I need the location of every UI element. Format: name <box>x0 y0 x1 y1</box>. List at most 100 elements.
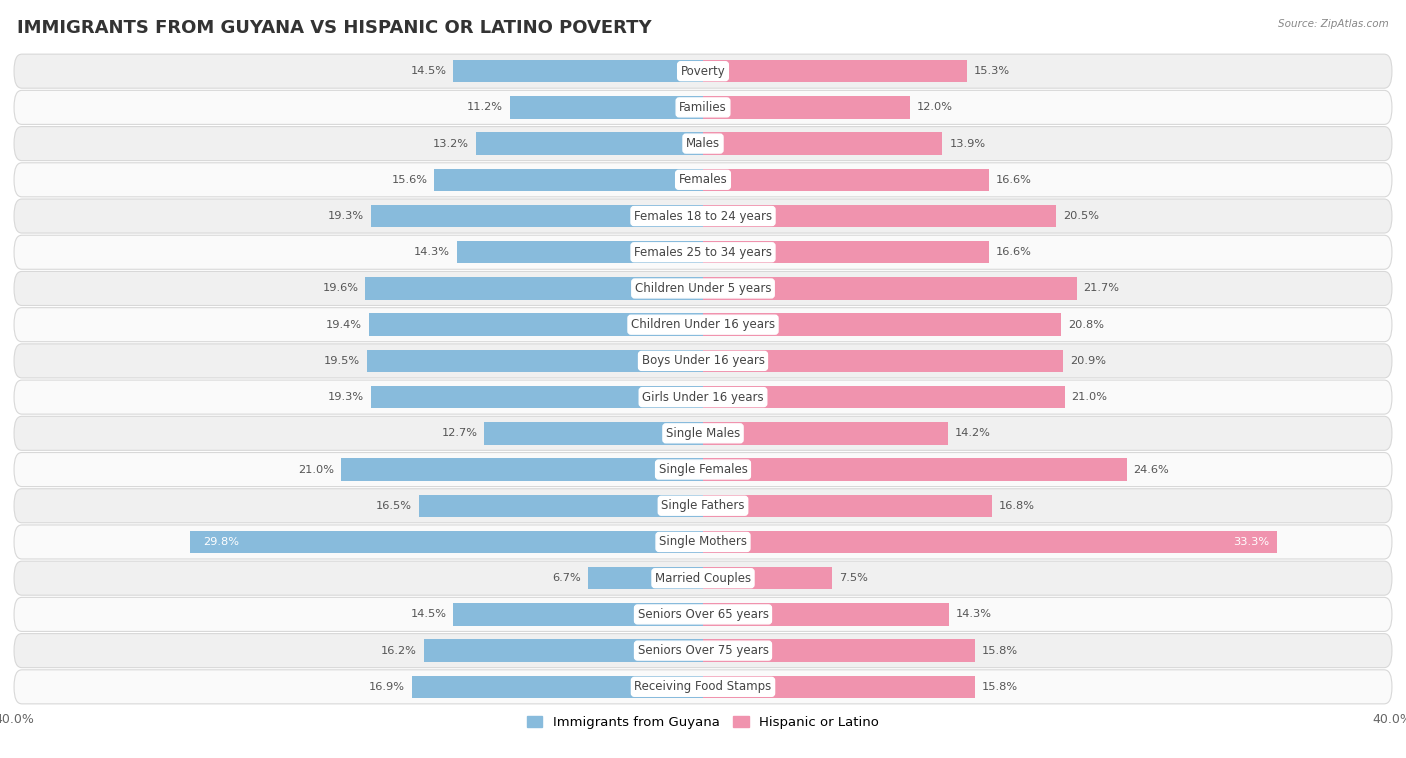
Text: 7.5%: 7.5% <box>839 573 868 583</box>
Text: Poverty: Poverty <box>681 64 725 77</box>
FancyBboxPatch shape <box>14 344 1392 378</box>
Text: Seniors Over 75 years: Seniors Over 75 years <box>637 644 769 657</box>
Text: 11.2%: 11.2% <box>467 102 503 112</box>
FancyBboxPatch shape <box>14 416 1392 450</box>
Bar <box>703 386 1064 409</box>
Text: Females 25 to 34 years: Females 25 to 34 years <box>634 246 772 258</box>
FancyBboxPatch shape <box>14 199 1392 233</box>
Text: Married Couples: Married Couples <box>655 572 751 584</box>
Text: 15.6%: 15.6% <box>391 175 427 185</box>
Text: Males: Males <box>686 137 720 150</box>
Text: 13.2%: 13.2% <box>433 139 468 149</box>
Bar <box>453 603 703 625</box>
Text: IMMIGRANTS FROM GUYANA VS HISPANIC OR LATINO POVERTY: IMMIGRANTS FROM GUYANA VS HISPANIC OR LA… <box>17 19 651 37</box>
Text: 15.8%: 15.8% <box>981 682 1018 692</box>
Text: Single Fathers: Single Fathers <box>661 500 745 512</box>
Bar <box>703 241 988 264</box>
Bar <box>342 459 703 481</box>
FancyBboxPatch shape <box>14 90 1392 124</box>
FancyBboxPatch shape <box>14 597 1392 631</box>
Text: 14.3%: 14.3% <box>956 609 993 619</box>
Text: 20.9%: 20.9% <box>1070 356 1107 366</box>
Bar <box>703 459 1126 481</box>
Text: 33.3%: 33.3% <box>1233 537 1270 547</box>
Text: 24.6%: 24.6% <box>1133 465 1170 475</box>
FancyBboxPatch shape <box>14 308 1392 342</box>
Legend: Immigrants from Guyana, Hispanic or Latino: Immigrants from Guyana, Hispanic or Lati… <box>522 710 884 735</box>
Bar <box>703 133 942 155</box>
Text: Children Under 5 years: Children Under 5 years <box>634 282 772 295</box>
Bar <box>434 168 703 191</box>
Text: Females 18 to 24 years: Females 18 to 24 years <box>634 209 772 223</box>
Text: 16.6%: 16.6% <box>995 247 1032 257</box>
FancyBboxPatch shape <box>14 235 1392 269</box>
Text: 16.5%: 16.5% <box>375 501 412 511</box>
Text: 13.9%: 13.9% <box>949 139 986 149</box>
Bar <box>475 133 703 155</box>
Text: Children Under 16 years: Children Under 16 years <box>631 318 775 331</box>
Bar <box>703 96 910 118</box>
Bar <box>190 531 703 553</box>
Text: 20.8%: 20.8% <box>1069 320 1104 330</box>
Text: Source: ZipAtlas.com: Source: ZipAtlas.com <box>1278 19 1389 29</box>
Text: 21.0%: 21.0% <box>298 465 335 475</box>
Text: 12.7%: 12.7% <box>441 428 478 438</box>
Bar <box>703 422 948 444</box>
Bar <box>457 241 703 264</box>
Bar <box>412 675 703 698</box>
Text: Single Mothers: Single Mothers <box>659 535 747 549</box>
Text: 15.3%: 15.3% <box>973 66 1010 76</box>
Bar <box>703 60 966 83</box>
Bar <box>703 205 1056 227</box>
Text: 19.3%: 19.3% <box>328 392 364 402</box>
Bar <box>484 422 703 444</box>
Text: Single Females: Single Females <box>658 463 748 476</box>
Bar <box>703 494 993 517</box>
Text: 12.0%: 12.0% <box>917 102 953 112</box>
FancyBboxPatch shape <box>14 525 1392 559</box>
Bar <box>419 494 703 517</box>
Text: 16.9%: 16.9% <box>368 682 405 692</box>
Text: Seniors Over 65 years: Seniors Over 65 years <box>637 608 769 621</box>
FancyBboxPatch shape <box>14 561 1392 595</box>
Text: 21.0%: 21.0% <box>1071 392 1108 402</box>
Text: 15.8%: 15.8% <box>981 646 1018 656</box>
Text: Single Males: Single Males <box>666 427 740 440</box>
Bar <box>367 349 703 372</box>
Bar <box>703 314 1062 336</box>
FancyBboxPatch shape <box>14 489 1392 523</box>
Text: 14.2%: 14.2% <box>955 428 990 438</box>
Bar <box>371 386 703 409</box>
FancyBboxPatch shape <box>14 634 1392 668</box>
Text: 14.3%: 14.3% <box>413 247 450 257</box>
Bar <box>703 640 976 662</box>
FancyBboxPatch shape <box>14 163 1392 197</box>
Text: 19.6%: 19.6% <box>322 283 359 293</box>
Text: 14.5%: 14.5% <box>411 66 446 76</box>
Bar <box>368 314 703 336</box>
Text: Females: Females <box>679 174 727 186</box>
Text: 20.5%: 20.5% <box>1063 211 1099 221</box>
Text: 29.8%: 29.8% <box>204 537 239 547</box>
Text: 16.6%: 16.6% <box>995 175 1032 185</box>
Bar <box>588 567 703 590</box>
FancyBboxPatch shape <box>14 127 1392 161</box>
FancyBboxPatch shape <box>14 670 1392 704</box>
Bar <box>425 640 703 662</box>
Text: 21.7%: 21.7% <box>1084 283 1119 293</box>
Text: 16.2%: 16.2% <box>381 646 418 656</box>
Bar <box>703 567 832 590</box>
Bar <box>366 277 703 299</box>
Bar <box>371 205 703 227</box>
FancyBboxPatch shape <box>14 453 1392 487</box>
FancyBboxPatch shape <box>14 271 1392 305</box>
FancyBboxPatch shape <box>14 380 1392 414</box>
Bar <box>703 603 949 625</box>
Bar <box>703 349 1063 372</box>
FancyBboxPatch shape <box>14 54 1392 88</box>
Text: Girls Under 16 years: Girls Under 16 years <box>643 390 763 403</box>
Bar <box>453 60 703 83</box>
Text: 6.7%: 6.7% <box>553 573 581 583</box>
Text: 19.5%: 19.5% <box>325 356 360 366</box>
Bar <box>703 675 976 698</box>
